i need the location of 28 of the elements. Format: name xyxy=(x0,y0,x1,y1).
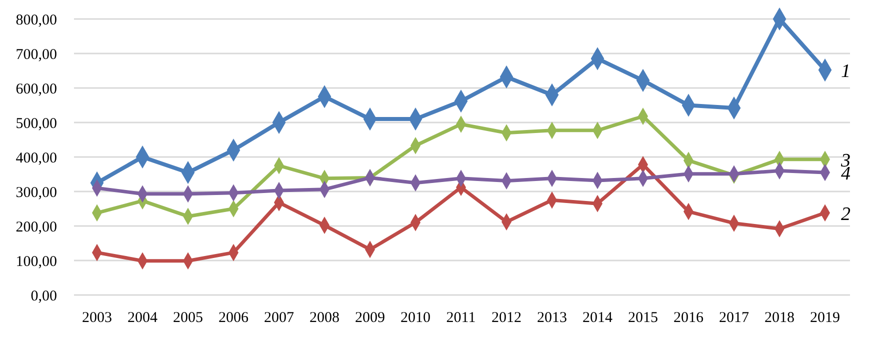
y-tick-label: 100,00 xyxy=(16,254,57,270)
y-tick-label: 700,00 xyxy=(16,46,57,63)
x-tick-label: 2016 xyxy=(674,310,704,326)
x-tick-label: 2019 xyxy=(810,310,840,326)
x-tick-label: 2018 xyxy=(764,310,794,326)
y-tick-label: 300,00 xyxy=(16,184,57,201)
series-label: 2 xyxy=(841,204,851,225)
x-tick-label: 2015 xyxy=(628,310,658,326)
x-tick-label: 2017 xyxy=(719,310,750,326)
x-tick-label: 2014 xyxy=(582,310,613,326)
x-tick-label: 2010 xyxy=(400,310,430,326)
y-tick-label: 800,00 xyxy=(16,12,57,28)
x-tick-label: 2007 xyxy=(264,310,294,326)
y-tick-label: 600,00 xyxy=(16,81,57,98)
series-label: 1 xyxy=(841,61,850,82)
x-tick-label: 2011 xyxy=(446,310,476,326)
x-tick-label: 2003 xyxy=(82,310,112,326)
x-tick-label: 2009 xyxy=(355,310,385,326)
x-tick-label: 2012 xyxy=(492,310,522,326)
y-tick-label: 400,00 xyxy=(16,150,57,166)
y-tick-label: 200,00 xyxy=(16,219,57,236)
y-tick-label: 0,00 xyxy=(30,288,57,304)
y-tick-label: 500,00 xyxy=(16,116,57,132)
x-tick-label: 2004 xyxy=(128,310,158,326)
x-tick-label: 2013 xyxy=(537,310,567,326)
x-tick-label: 2005 xyxy=(173,310,203,326)
x-tick-label: 2006 xyxy=(218,310,249,326)
x-tick-label: 2008 xyxy=(310,310,340,326)
